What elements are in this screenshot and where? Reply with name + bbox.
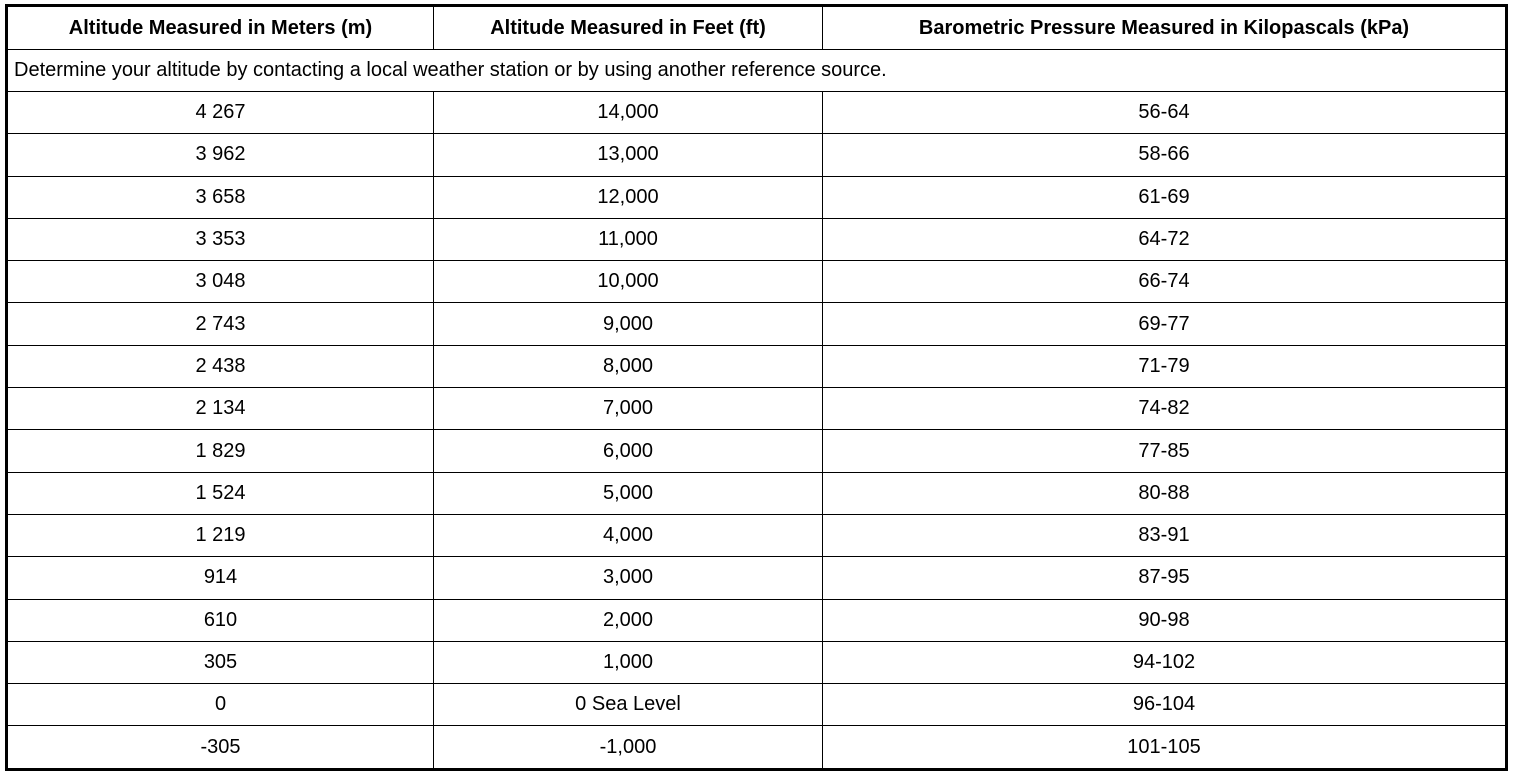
table-row: 914 3,000 87-95	[6, 556, 1507, 600]
cell-pressure: 74-82	[822, 387, 1507, 431]
cell-meters: -305	[6, 725, 434, 770]
cell-pressure: 71-79	[822, 344, 1507, 389]
cell-pressure: 90-98	[822, 598, 1507, 642]
cell-meters: 914	[6, 556, 434, 600]
cell-feet: 2,000	[433, 598, 823, 642]
header-meters: Altitude Measured in Meters (m)	[6, 5, 434, 50]
cell-feet: 6,000	[433, 429, 823, 473]
cell-meters: 3 048	[6, 260, 434, 304]
cell-pressure: 69-77	[822, 302, 1507, 346]
cell-pressure: 77-85	[822, 429, 1507, 473]
header-feet: Altitude Measured in Feet (ft)	[433, 5, 823, 50]
cell-pressure: 80-88	[822, 471, 1507, 515]
cell-meters: 3 658	[6, 175, 434, 219]
cell-pressure: 64-72	[822, 217, 1507, 262]
table-row: -305 -1,000 101-105	[6, 725, 1507, 770]
cell-feet: 8,000	[433, 344, 823, 389]
table-row: 1 524 5,000 80-88	[6, 471, 1507, 515]
cell-meters: 610	[6, 598, 434, 642]
cell-meters: 305	[6, 640, 434, 685]
table-row: 2 438 8,000 71-79	[6, 344, 1507, 389]
cell-feet: 9,000	[433, 302, 823, 346]
cell-meters: 0	[6, 683, 434, 727]
cell-meters: 1 219	[6, 513, 434, 558]
cell-feet: 4,000	[433, 513, 823, 558]
table-row: 305 1,000 94-102	[6, 640, 1507, 685]
cell-meters: 3 962	[6, 133, 434, 177]
cell-feet: 13,000	[433, 133, 823, 177]
note-text: Determine your altitude by contacting a …	[6, 49, 1507, 92]
table-row: 3 658 12,000 61-69	[6, 175, 1507, 219]
cell-pressure: 101-105	[822, 725, 1507, 770]
table-row: 3 048 10,000 66-74	[6, 260, 1507, 304]
table-row: 2 743 9,000 69-77	[6, 302, 1507, 346]
table-row: 4 267 14,000 56-64	[6, 90, 1507, 135]
altitude-pressure-table: Altitude Measured in Meters (m) Altitude…	[5, 4, 1508, 771]
cell-meters: 2 743	[6, 302, 434, 346]
header-pressure: Barometric Pressure Measured in Kilopasc…	[822, 5, 1507, 50]
cell-meters: 1 829	[6, 429, 434, 473]
cell-meters: 3 353	[6, 217, 434, 262]
cell-meters: 2 134	[6, 387, 434, 431]
cell-pressure: 96-104	[822, 683, 1507, 727]
cell-feet: 5,000	[433, 471, 823, 515]
cell-feet: 1,000	[433, 640, 823, 685]
cell-feet: 11,000	[433, 217, 823, 262]
cell-feet: -1,000	[433, 725, 823, 770]
cell-meters: 1 524	[6, 471, 434, 515]
table-row: 1 829 6,000 77-85	[6, 429, 1507, 473]
table-row: 610 2,000 90-98	[6, 598, 1507, 642]
cell-pressure: 83-91	[822, 513, 1507, 558]
cell-feet: 0 Sea Level	[433, 683, 823, 727]
cell-feet: 14,000	[433, 90, 823, 135]
cell-meters: 2 438	[6, 344, 434, 389]
cell-feet: 7,000	[433, 387, 823, 431]
cell-pressure: 58-66	[822, 133, 1507, 177]
cell-pressure: 61-69	[822, 175, 1507, 219]
cell-pressure: 94-102	[822, 640, 1507, 685]
cell-pressure: 66-74	[822, 260, 1507, 304]
header-row: Altitude Measured in Meters (m) Altitude…	[6, 5, 1507, 50]
cell-meters: 4 267	[6, 90, 434, 135]
cell-feet: 12,000	[433, 175, 823, 219]
table-row: 3 353 11,000 64-72	[6, 217, 1507, 262]
cell-pressure: 87-95	[822, 556, 1507, 600]
table-row: 1 219 4,000 83-91	[6, 513, 1507, 558]
cell-feet: 3,000	[433, 556, 823, 600]
note-row: Determine your altitude by contacting a …	[6, 49, 1507, 92]
table-row: 2 134 7,000 74-82	[6, 387, 1507, 431]
cell-feet: 10,000	[433, 260, 823, 304]
table-row: 3 962 13,000 58-66	[6, 133, 1507, 177]
cell-pressure: 56-64	[822, 90, 1507, 135]
